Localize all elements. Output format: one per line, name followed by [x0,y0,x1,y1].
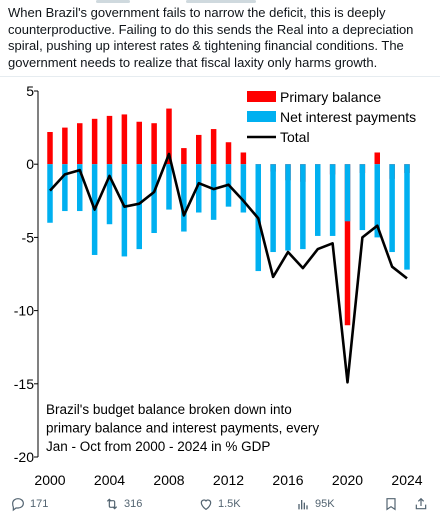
net-interest-bar [389,164,395,253]
primary-balance-bar [181,148,187,165]
annotation-line: Brazil's budget balance broken down into [46,402,292,417]
net-interest-bar [240,164,247,213]
retweet-icon [106,498,118,510]
views-icon [298,500,308,510]
net-interest-bar [210,164,217,220]
tweet-text: When Brazil's government fails to narrow… [8,5,436,71]
x-tick-label: 2004 [94,472,125,487]
net-interest-bar [77,164,83,212]
net-interest-bar [344,164,351,222]
net-interest-bar [270,164,276,253]
primary-balance-bar [121,114,128,165]
primary-balance-bar [210,129,217,165]
primary-balance-bar [196,134,202,165]
chart-annotation: Brazil's budget balance broken down into… [46,402,319,454]
x-tick-label: 2024 [391,472,422,487]
like-count: 1.5K [218,498,241,510]
like-icon [200,499,212,511]
y-tick-label: -20 [14,449,34,465]
legend-label: Total [280,129,310,145]
net-interest-bar [136,164,142,250]
tweet-actions: 171 316 1.5K 95K [0,490,440,517]
views-button[interactable]: 95K [295,496,335,512]
net-interest-bar [404,164,410,270]
primary-balance-bar [91,118,98,165]
y-tick-label: -15 [14,376,34,392]
share-icon [415,497,427,510]
x-tick-label: 2000 [34,472,65,487]
net-interest-bar [315,164,321,236]
annotation-line: primary balance and interest payments, e… [46,421,319,436]
net-interest-bar [285,164,291,251]
x-tick-label: 2008 [153,472,184,487]
reply-icon [12,498,24,512]
net-interest-bar [181,164,187,232]
net-interest-bar [374,164,380,238]
tweet-body: When Brazil's government fails to narrow… [8,5,414,70]
primary-balance-bar [106,115,113,165]
y-tick-label: 0 [26,156,34,172]
x-tick-label: 2016 [272,472,303,487]
x-tick-label: 2012 [213,472,244,487]
primary-balance-bar [151,123,157,165]
bookmark-icon [386,498,396,511]
primary-balance-bar [62,127,68,165]
legend-label: Net interest payments [280,109,416,125]
bars-layer [47,108,410,326]
net-interest-bar [151,164,157,234]
legend-swatch-interest [247,111,276,122]
legend-label: Primary balance [280,89,381,105]
primary-balance-bar [240,152,247,165]
primary-balance-bar [166,108,172,165]
primary-balance-bar [374,152,380,165]
y-tick-label: -5 [22,229,35,245]
y-tick-label: -10 [14,303,34,319]
views-count: 95K [315,498,335,510]
net-interest-bar [300,164,306,250]
total-line [49,152,408,384]
budget-chart: 50-5-10-15-20 2000 2004 2008 2012 2016 2020 20… [14,83,423,487]
bookmark-button[interactable] [383,496,403,512]
reply-count: 171 [30,498,49,510]
primary-balance-bar [344,164,351,326]
primary-balance-bar [77,123,83,165]
legend: Primary balance Net interest payments Tota… [247,89,416,145]
share-button[interactable] [413,496,433,512]
annotation-line: Jan - Oct from 2000 - 2024 in % GDP [46,439,270,454]
legend-swatch-primary [247,91,276,102]
y-axis: 5 0 -5 -10 -15 -20 [14,83,39,465]
primary-balance-bar [136,121,142,165]
x-tick-label: 2020 [332,472,363,487]
net-interest-bar [121,164,128,257]
net-interest-bar [196,164,202,213]
reply-button[interactable]: 171 [10,496,48,512]
retweet-count: 316 [124,498,143,510]
net-interest-bar [329,164,336,236]
retweet-button[interactable]: 316 [104,496,142,512]
total-line-layer [49,152,408,384]
primary-balance-bar [47,131,53,165]
net-interest-bar [47,164,53,223]
x-axis-labels: 2000 2004 2008 2012 2016 2020 2024 [34,472,422,487]
top-edge-fragment [186,0,256,3]
net-interest-bar [359,164,366,231]
top-edge [0,0,440,4]
top-edge-fragment [96,0,130,3]
net-interest-bar [106,164,113,225]
tweet-media-chart[interactable]: 5 0 -5 -10 -15 -20 2000 2004 2008 2012 2016 2020 20… [0,76,440,489]
y-tick-label: 5 [26,83,34,99]
net-interest-bar [62,164,68,212]
like-button[interactable]: 1.5K [198,496,241,512]
primary-balance-bar [225,142,232,165]
net-interest-bar [166,164,172,210]
